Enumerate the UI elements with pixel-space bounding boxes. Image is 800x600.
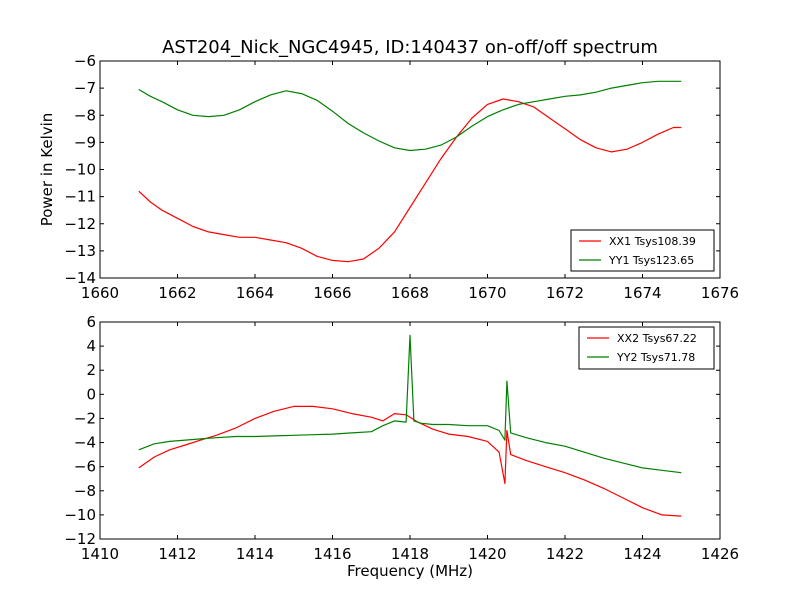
y-tick-label: −12 [64, 530, 96, 548]
x-tick-label: 1672 [546, 284, 584, 302]
top-spectrum-panel: 1660 1662 1664 1666 1668 1670 1672 1674 1676 −14 −… [38, 52, 739, 302]
y-tick-label: −8 [74, 482, 96, 500]
x-tick-label: 1418 [391, 545, 429, 563]
y-tick-label: −7 [74, 79, 96, 97]
y-tick-label: −14 [64, 269, 96, 287]
y-tick-label: 0 [86, 385, 96, 403]
x-tick-label: 1662 [158, 284, 196, 302]
legend-box [578, 326, 715, 370]
y-tick-label: −2 [74, 409, 96, 427]
y-tick-label: 6 [86, 313, 96, 331]
y-tick-label: −6 [74, 458, 96, 476]
y-tick-label: −12 [64, 215, 96, 233]
series-line-2-2 [138, 334, 682, 474]
x-tick-label: 1660 [81, 284, 119, 302]
y-tick-label: −9 [74, 133, 96, 151]
y-tick-label: 2 [86, 361, 96, 379]
legend-label-2: YY1 Tsys123.65 [608, 254, 694, 267]
legend: XX2 Tsys67.22 YY2 Tsys71.78 [578, 326, 715, 370]
x-tick-label: 1424 [623, 545, 661, 563]
x-axis-label: Frequency (MHz) [347, 562, 473, 580]
legend: XX1 Tsys108.39 YY1 Tsys123.65 [570, 229, 715, 272]
y-tick-label: −13 [64, 242, 96, 260]
y-tick-label: −8 [74, 106, 96, 124]
x-tick-label: 1668 [391, 284, 429, 302]
y-tick-label: −10 [64, 506, 96, 524]
x-tick-label: 1410 [81, 545, 119, 563]
x-tick-label: 1420 [468, 545, 506, 563]
x-tick-label: 1676 [701, 284, 739, 302]
y-tick-label: −4 [74, 434, 96, 452]
legend-label-1: XX1 Tsys108.39 [609, 235, 696, 248]
x-tick-label: 1670 [468, 284, 506, 302]
series-line-1-2 [138, 80, 682, 152]
y-tick-label: −11 [64, 188, 96, 206]
x-tick-label: 1674 [623, 284, 661, 302]
x-tick-label: 1422 [546, 545, 584, 563]
y-tick-label: −6 [74, 52, 96, 70]
y-tick-label: 4 [86, 337, 96, 355]
legend-label-2: YY2 Tsys71.78 [616, 351, 695, 364]
x-tick-label: 1416 [313, 545, 351, 563]
y-axis-label: Power in Kelvin [38, 113, 56, 227]
legend-box [570, 229, 715, 272]
x-tick-label: 1412 [158, 545, 196, 563]
x-tick-label: 1666 [313, 284, 351, 302]
chart-title: AST204_Nick_NGC4945, ID:140437 on-off/of… [162, 37, 658, 58]
series-line-1-1 [138, 98, 682, 263]
legend-label-1: XX2 Tsys67.22 [617, 332, 697, 345]
x-tick-label: 1426 [701, 545, 739, 563]
bottom-spectrum-panel: 1410 1412 1414 1416 1418 1420 1422 1424 1426 −12 −… [64, 313, 739, 580]
x-tick-label: 1414 [236, 545, 274, 563]
y-tick-label: −10 [64, 161, 96, 179]
x-tick-label: 1664 [236, 284, 274, 302]
